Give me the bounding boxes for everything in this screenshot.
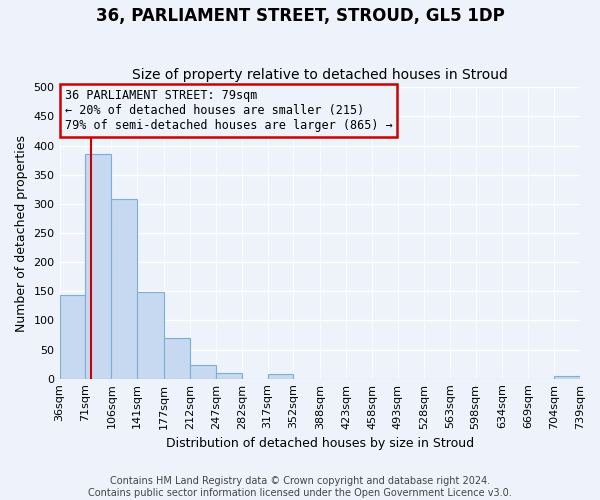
Bar	[112, 199, 137, 378]
Bar	[216, 373, 242, 378]
Bar	[137, 292, 164, 378]
Text: 36 PARLIAMENT STREET: 79sqm
← 20% of detached houses are smaller (215)
79% of se: 36 PARLIAMENT STREET: 79sqm ← 20% of det…	[65, 89, 392, 132]
Bar	[268, 374, 293, 378]
Bar	[164, 338, 190, 378]
Bar	[59, 296, 85, 378]
Bar	[85, 154, 112, 378]
Y-axis label: Number of detached properties: Number of detached properties	[15, 134, 28, 332]
Title: Size of property relative to detached houses in Stroud: Size of property relative to detached ho…	[132, 68, 508, 82]
Text: 36, PARLIAMENT STREET, STROUD, GL5 1DP: 36, PARLIAMENT STREET, STROUD, GL5 1DP	[95, 8, 505, 26]
Text: Contains HM Land Registry data © Crown copyright and database right 2024.
Contai: Contains HM Land Registry data © Crown c…	[88, 476, 512, 498]
Bar	[190, 364, 216, 378]
X-axis label: Distribution of detached houses by size in Stroud: Distribution of detached houses by size …	[166, 437, 474, 450]
Bar	[554, 376, 580, 378]
